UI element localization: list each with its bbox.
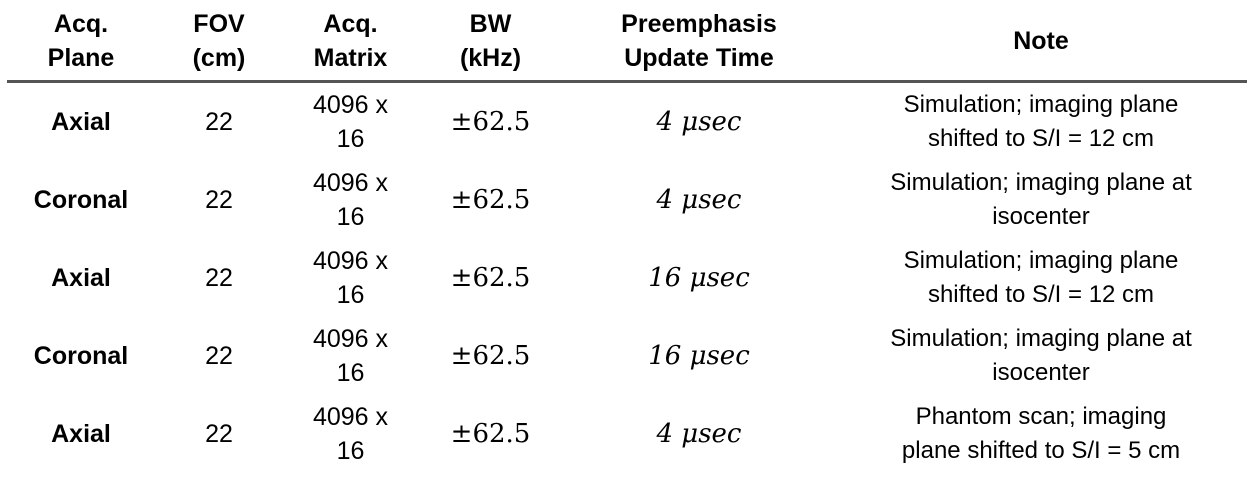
header-acq-plane: Acq. Plane <box>7 2 155 83</box>
cell-note: Simulation; imaging plane at isocenter <box>890 169 1192 230</box>
header-preemphasis-update-time: Preemphasis Update Time <box>563 2 835 83</box>
table-row: Coronal 22 4096 x 16 ±62.5 16 μsec Simul… <box>7 317 1247 395</box>
cell-fov: 22 <box>205 342 233 370</box>
cell-preemphasis-update-time: 4 μsec <box>656 185 742 215</box>
cell-fov: 22 <box>205 108 233 136</box>
cell-fov: 22 <box>205 264 233 292</box>
cell-bw: ±62.5 <box>450 107 531 137</box>
cell-preemphasis-update-time: 4 μsec <box>656 419 742 449</box>
cell-acq-plane: Axial <box>51 420 111 448</box>
cell-bw: ±62.5 <box>450 419 531 449</box>
cell-acq-matrix: 4096 x 16 <box>312 169 389 231</box>
table-row: Axial 22 4096 x 16 ±62.5 4 μsec Simulati… <box>7 82 1247 162</box>
cell-acq-plane: Coronal <box>33 342 129 370</box>
header-note: Note <box>835 2 1247 83</box>
cell-preemphasis-update-time: 4 μsec <box>656 107 742 137</box>
cell-note: Simulation; imaging plane shifted to S/I… <box>903 247 1179 308</box>
table-row: Coronal 22 4096 x 16 ±62.5 4 μsec Simula… <box>7 161 1247 239</box>
acquisition-parameters-table: Acq. Plane FOV (cm) Acq. Matrix BW (kHz)… <box>7 2 1247 473</box>
cell-preemphasis-update-time: 16 μsec <box>648 263 750 293</box>
cell-acq-matrix: 4096 x 16 <box>312 91 389 153</box>
cell-fov: 22 <box>205 186 233 214</box>
cell-bw: ±62.5 <box>450 263 531 293</box>
cell-acq-plane: Axial <box>51 108 111 136</box>
cell-note: Simulation; imaging plane at isocenter <box>890 325 1192 386</box>
cell-note: Simulation; imaging plane shifted to S/I… <box>903 91 1179 152</box>
header-acq-matrix: Acq. Matrix <box>283 2 418 83</box>
cell-acq-plane: Coronal <box>33 186 129 214</box>
header-bw: BW (kHz) <box>418 2 563 83</box>
cell-bw: ±62.5 <box>450 341 531 371</box>
cell-acq-matrix: 4096 x 16 <box>312 325 389 387</box>
cell-acq-matrix: 4096 x 16 <box>312 247 389 309</box>
header-fov: FOV (cm) <box>155 2 283 83</box>
cell-fov: 22 <box>205 420 233 448</box>
cell-acq-plane: Axial <box>51 264 111 292</box>
table-row: Axial 22 4096 x 16 ±62.5 4 μsec Phantom … <box>7 395 1247 473</box>
cell-note: Phantom scan; imaging plane shifted to S… <box>901 403 1181 464</box>
cell-bw: ±62.5 <box>450 185 531 215</box>
header-row: Acq. Plane FOV (cm) Acq. Matrix BW (kHz)… <box>7 2 1247 83</box>
cell-preemphasis-update-time: 16 μsec <box>648 341 750 371</box>
cell-acq-matrix: 4096 x 16 <box>312 403 389 465</box>
table-row: Axial 22 4096 x 16 ±62.5 16 μsec Simulat… <box>7 239 1247 317</box>
